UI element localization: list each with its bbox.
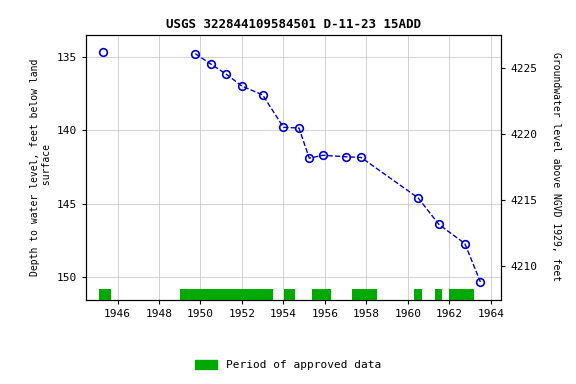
Bar <box>449 289 474 300</box>
Y-axis label: Depth to water level, feet below land
 surface: Depth to water level, feet below land su… <box>30 58 52 276</box>
Bar <box>285 289 295 300</box>
Bar <box>352 289 377 300</box>
Y-axis label: Groundwater level above NGVD 1929, feet: Groundwater level above NGVD 1929, feet <box>551 53 561 281</box>
Bar <box>414 289 422 300</box>
Bar <box>99 289 111 300</box>
Title: USGS 322844109584501 D-11-23 15ADD: USGS 322844109584501 D-11-23 15ADD <box>166 18 421 31</box>
Bar <box>312 289 331 300</box>
Bar <box>180 289 273 300</box>
Legend: Period of approved data: Period of approved data <box>191 356 385 375</box>
Bar <box>435 289 442 300</box>
